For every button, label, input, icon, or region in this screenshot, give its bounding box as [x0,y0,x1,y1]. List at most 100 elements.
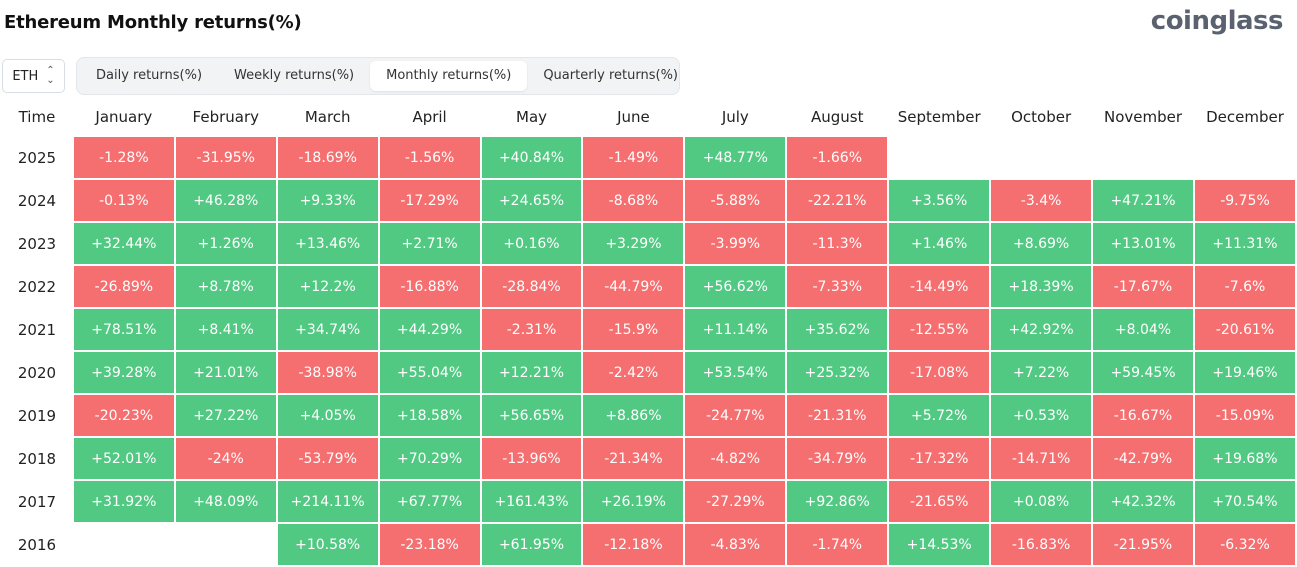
return-cell: -21.95% [1093,524,1193,567]
table-row: 2025 -1.28% -31.95% -18.69% -1.56% +40.84% -1.… [2,137,1295,180]
return-cell: +12.21% [481,352,582,395]
return-cell: +56.65% [481,395,582,438]
return-cell: -31.95% [175,137,276,180]
return-cell: -8.68% [583,180,684,223]
column-header-november: November [1103,107,1183,126]
return-cell: -21.65% [889,481,990,524]
return-cell: -17.29% [379,180,480,223]
table-row: 2019 -20.23% +27.22% +4.05% +18.58% +56.65% +8… [2,395,1295,438]
return-cell-empty [1194,137,1295,180]
column-header-december: December [1206,107,1284,126]
return-cell: +10.58% [277,524,378,567]
return-cell: +67.77% [379,481,480,524]
return-cell: +24.65% [481,180,582,223]
return-cell: +9.33% [277,180,378,223]
return-cell: -21.31% [787,395,888,438]
return-cell: -20.61% [1194,309,1295,352]
return-cell-empty [73,524,174,567]
return-cell: +47.21% [1093,180,1193,223]
return-cell: -17.32% [889,438,990,481]
return-cell: -38.98% [277,352,378,395]
return-cell: +2.71% [379,223,480,266]
return-cell-empty [991,137,1092,180]
tab-weekly-returns[interactable]: Weekly returns(%) [234,68,355,83]
return-cell: +46.28% [175,180,276,223]
row-year: 2021 [2,309,72,352]
return-cell: +214.11% [277,481,378,524]
table-row: 2016 +10.58% -23.18% +61.95% -12.18% -4.83% -1… [2,524,1295,567]
tab-quarterly-returns[interactable]: Quarterly returns(%) [543,68,679,83]
return-cell: -11.3% [787,223,888,266]
return-cell: -3.99% [685,223,786,266]
return-cell: -16.88% [379,266,480,309]
return-cell: -21.34% [583,438,684,481]
asset-select-value: ETH [12,68,39,84]
return-cell: +3.29% [583,223,684,266]
return-cell: -7.6% [1194,266,1295,309]
return-cell: -16.83% [991,524,1092,567]
return-cell: +52.01% [73,438,174,481]
return-cell: -18.69% [277,137,378,180]
return-cell: -15.9% [583,309,684,352]
return-cell: +13.46% [277,223,378,266]
return-cell: -1.74% [787,524,888,567]
tab-daily-returns[interactable]: Daily returns(%) [96,68,203,83]
return-cell: +59.45% [1093,352,1193,395]
return-cell: -22.21% [787,180,888,223]
monthly-returns-table: Time January February March April May June July… [0,96,1297,567]
row-year: 2022 [2,266,72,309]
return-cell: +0.08% [991,481,1092,524]
return-cell: +32.44% [73,223,174,266]
return-cell: -26.89% [73,266,174,309]
return-cell: +12.2% [277,266,378,309]
row-year: 2023 [2,223,72,266]
return-cell: -7.33% [787,266,888,309]
return-cell: -6.32% [1194,524,1295,567]
brand-logo[interactable]: coinglass [1150,6,1284,36]
return-cell: +0.53% [991,395,1092,438]
return-cell: +7.22% [991,352,1092,395]
return-cell: -14.71% [991,438,1092,481]
return-cell: -1.49% [583,137,684,180]
return-cell: +3.56% [889,180,990,223]
return-cell: +19.46% [1194,352,1295,395]
return-cell: +40.84% [481,137,582,180]
row-year: 2016 [2,524,72,567]
row-year: 2024 [2,180,72,223]
return-cell: +39.28% [73,352,174,395]
return-cell: +11.14% [685,309,786,352]
table-row: 2018 +52.01% -24% -53.79% +70.29% -13.96% -21.… [2,438,1295,481]
column-header-january: January [95,107,153,126]
asset-select[interactable]: ETH ⌃ ⌄ [2,59,65,93]
return-cell: +53.54% [685,352,786,395]
chevron-updown-icon: ⌃ ⌄ [46,65,55,86]
return-cell: +31.92% [73,481,174,524]
return-cell: -23.18% [379,524,480,567]
table-header-row: Time January February March April May June July… [2,96,1295,137]
return-cell: +0.16% [481,223,582,266]
return-cell: +61.95% [481,524,582,567]
row-year: 2018 [2,438,72,481]
return-cell: +18.39% [991,266,1092,309]
return-cell: +27.22% [175,395,276,438]
table-row: 2023 +32.44% +1.26% +13.46% +2.71% +0.16% +3.2… [2,223,1295,266]
return-cell: +19.68% [1194,438,1295,481]
table-row: 2020 +39.28% +21.01% -38.98% +55.04% +12.21% -… [2,352,1295,395]
return-cell-empty [175,524,276,567]
tab-monthly-returns[interactable]: Monthly returns(%) [370,61,528,91]
return-cell: +8.78% [175,266,276,309]
return-cell: +5.72% [889,395,990,438]
return-cell: +70.29% [379,438,480,481]
column-header-february: February [192,107,259,126]
row-year: 2020 [2,352,72,395]
return-cell: +42.32% [1093,481,1193,524]
return-cell: -5.88% [685,180,786,223]
return-cell: +18.58% [379,395,480,438]
return-cell: +26.19% [583,481,684,524]
return-cell: -14.49% [889,266,990,309]
column-header-september: September [897,107,981,126]
return-cell: -42.79% [1093,438,1193,481]
return-cell: -17.67% [1093,266,1193,309]
return-cell: +14.53% [889,524,990,567]
return-cell: +1.46% [889,223,990,266]
